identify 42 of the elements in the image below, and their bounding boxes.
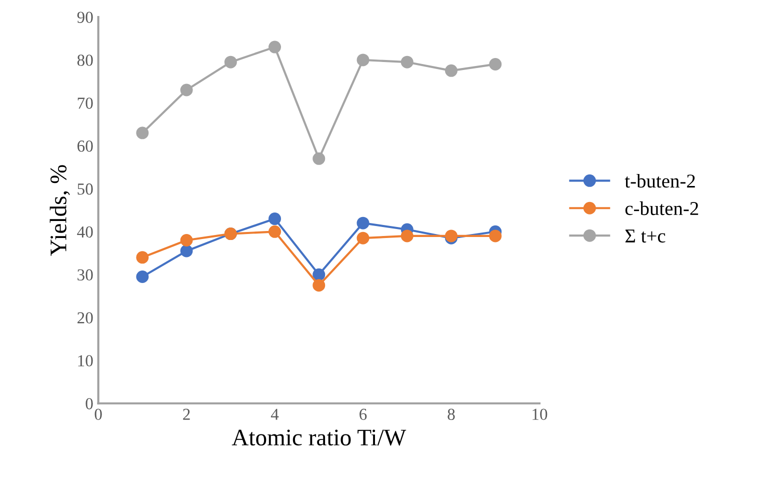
y-tick-label: 70 [78,98,93,109]
point [136,270,149,283]
y-tick-label: 60 [77,140,93,152]
point [312,268,326,281]
point [136,251,149,264]
y-tick-label: 30 [78,269,93,281]
point [444,64,458,77]
y-tick-label: 10 [78,355,93,366]
point [180,234,193,246]
x-tick-label: 4 [270,408,279,420]
point [312,279,326,292]
point [268,40,282,54]
y-axis-title: Yields, % [50,165,70,256]
y-tick-label: 40 [77,226,93,238]
x-tick-label: 6 [360,408,367,420]
point [268,212,282,226]
x-tick-label: 10 [532,408,548,420]
x-tick-label: 8 [448,408,455,420]
y-tick-label: 50 [78,183,93,195]
point [356,216,370,230]
x-tick-label: 0 [94,408,102,420]
legend-label: t-buten-2 [624,174,695,188]
point [489,58,502,70]
point [400,56,414,68]
point [180,244,193,258]
point [312,152,326,165]
y-tick-label: 20 [78,312,93,324]
point [136,126,149,140]
point [356,54,370,66]
y-tick-label: 80 [77,54,93,66]
point [356,232,370,244]
point [400,230,414,242]
y-tick-label: 90 [77,12,93,23]
point [268,225,282,238]
y-tick-label: 0 [86,398,93,410]
x-tick-label: 2 [183,408,190,420]
point [489,230,502,242]
legend-label: Σ t+c [625,230,666,243]
x-axis-title: Atomic ratio Ti/W [232,430,406,446]
legend-label: c-buten-2 [625,201,698,216]
point [180,84,193,96]
point [224,56,237,68]
